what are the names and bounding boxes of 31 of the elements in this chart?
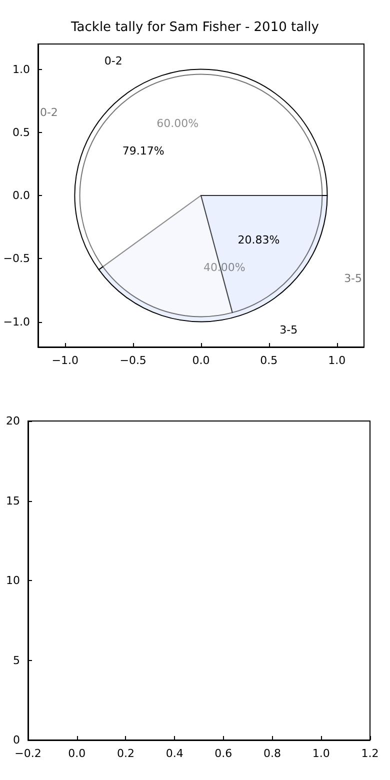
x-tick-label: 1.0 xyxy=(312,747,330,760)
x-tick-label: −0.2 xyxy=(14,747,42,760)
y-tick-label: 5 xyxy=(13,654,20,667)
slice-label: 0-2 xyxy=(104,54,122,68)
x-tick-label: 0.0 xyxy=(192,354,210,367)
data-label: 79.17% xyxy=(122,144,164,158)
x-tick-label: 1.0 xyxy=(328,354,346,367)
x-tick-label: 0.6 xyxy=(214,747,232,760)
chart-title: Tackle tally for Sam Fisher - 2010 tally xyxy=(70,20,320,35)
x-tick-label: 0.0 xyxy=(68,747,86,760)
x-tick-label: 0.5 xyxy=(260,354,278,367)
y-tick-label: −1.0 xyxy=(3,315,30,328)
x-tick-label: 0.2 xyxy=(116,747,134,760)
data-label: 60.00% xyxy=(156,116,199,130)
y-tick-label: 10 xyxy=(6,574,20,587)
y-tick-label: 0.0 xyxy=(12,189,30,202)
y-tick-label: 20 xyxy=(6,414,20,428)
y-tick-label: 15 xyxy=(6,494,20,508)
x-tick-label: −0.5 xyxy=(120,354,146,367)
y-tick-label: 1.0 xyxy=(12,62,30,76)
y-tick-label: 0.5 xyxy=(12,126,30,139)
x-tick-label: 1.2 xyxy=(361,747,379,760)
x-tick-label: 0.8 xyxy=(264,747,282,760)
slice-label: 3-5 xyxy=(344,272,362,285)
slice-label: 0-2 xyxy=(40,106,58,120)
y-tick-label: −0.5 xyxy=(3,252,30,266)
x-tick-label: −1.0 xyxy=(52,354,79,367)
slice-label: 3-5 xyxy=(280,323,298,336)
y-tick-label: 0 xyxy=(13,734,20,746)
data-label: 20.83% xyxy=(238,233,280,246)
x-tick-label: 0.4 xyxy=(166,747,184,760)
